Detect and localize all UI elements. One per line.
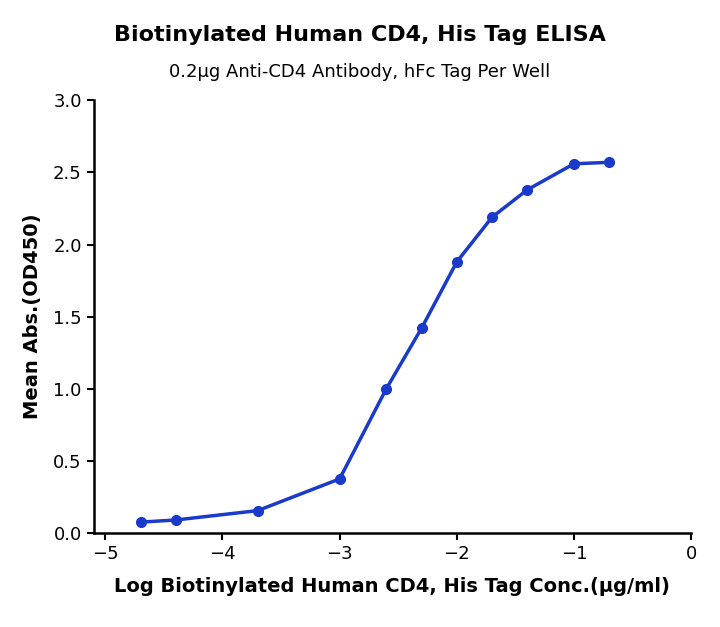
Text: 0.2μg Anti-CD4 Antibody, hFc Tag Per Well: 0.2μg Anti-CD4 Antibody, hFc Tag Per Wel… xyxy=(169,63,551,81)
X-axis label: Log Biotinylated Human CD4, His Tag Conc.(μg/ml): Log Biotinylated Human CD4, His Tag Conc… xyxy=(114,577,670,596)
Y-axis label: Mean Abs.(OD450): Mean Abs.(OD450) xyxy=(23,214,42,419)
Text: Biotinylated Human CD4, His Tag ELISA: Biotinylated Human CD4, His Tag ELISA xyxy=(114,25,606,45)
